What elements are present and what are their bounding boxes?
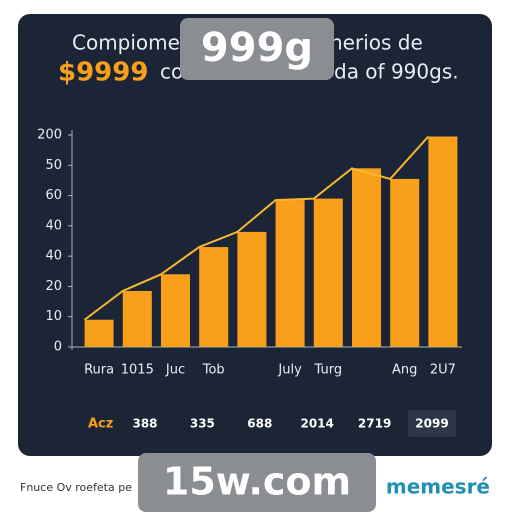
row-label: Acz [88,417,113,432]
y-tick-label: 20 [45,279,62,294]
x-tick-label: Juc [165,363,185,378]
x-tick-label: July [277,363,302,378]
row-value: 335 [190,417,215,431]
subtitle-right: da of 990gs. [334,60,459,84]
row-value: 2099 [415,417,448,431]
x-tick-label: Turg [314,363,343,378]
row-value: 688 [247,417,272,431]
y-tick-label: 0 [54,340,62,355]
highlight-box [408,410,456,437]
title-right: nerios de [330,31,423,55]
bar [428,136,458,347]
subtitle-amount: $9999 [58,58,148,88]
y-tick-label: 50 [45,158,62,173]
subtitle-left: co [160,60,183,84]
x-tick-label: Rura [84,363,114,378]
bar [275,200,305,347]
x-tick-label: 1015 [121,363,154,378]
x-tick-label: Tob [202,363,225,378]
y-tick-label: 200 [37,128,62,143]
bar [237,231,267,347]
y-tick-label: 40 [45,249,62,264]
row-value: 2719 [358,417,391,431]
footer-text: Fnuce Ov roefeta pe [20,481,132,494]
x-tick-label: 2U7 [430,363,456,378]
bar [199,247,229,347]
brand: memesré [386,475,490,499]
y-tick-label: 40 [45,218,62,233]
bar [351,168,382,347]
bar [390,178,420,347]
overlay-text: 15w.com [163,460,351,504]
trend-line [83,135,430,321]
bar [84,319,114,347]
bar [313,198,343,347]
y-tick-label: 60 [45,188,62,203]
x-tick-label: Ang [392,363,417,378]
row-value: 2014 [300,417,333,431]
bar [160,274,191,347]
title-left: Compiome [72,31,180,55]
y-tick-label: 10 [45,309,62,324]
bar [122,290,152,347]
overlay-text: 999g [201,25,313,71]
overlay-box [180,18,334,80]
overlay-box [138,453,376,512]
row-value: 388 [132,417,157,431]
